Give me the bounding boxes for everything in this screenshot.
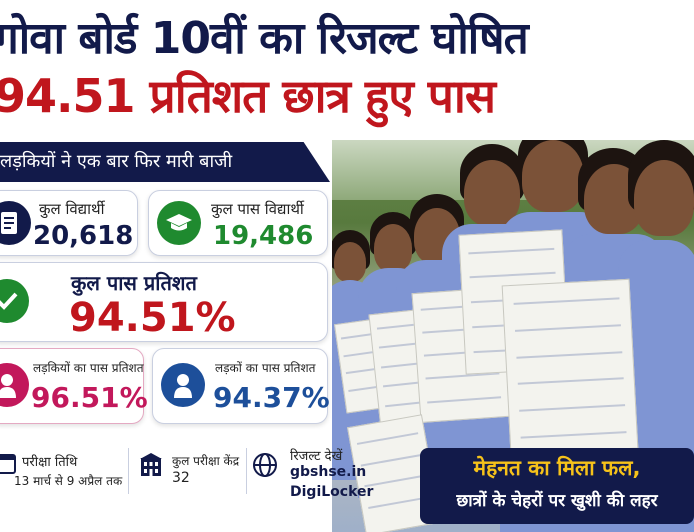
girls-pass-value: 96.51% <box>31 381 148 414</box>
photo-caption: मेहनत का मिला फल, छात्रों के चेहरों पर ख… <box>420 448 694 524</box>
result-links-label: रिजल्ट देखें <box>290 449 343 464</box>
headline-area: गोवा बोर्ड 10वीं का रिजल्ट घोषित 94.51 प… <box>0 0 694 140</box>
banner-text: लड़कियों ने एक बार फिर मारी बाजी <box>0 151 233 172</box>
girls-pass-card: लड़कियों का पास प्रतिशत 96.51% <box>0 348 148 424</box>
divider <box>246 448 247 494</box>
pass-percentage-card: कुल पास प्रतिशत 94.51% <box>0 262 328 342</box>
headline-line2: 94.51 प्रतिशत छात्र हुए पास <box>0 69 496 123</box>
pass-percentage-label: कुल पास प्रतिशत <box>71 271 197 295</box>
graduation-cap-icon <box>157 201 201 245</box>
total-students-card: कुल विद्यार्थी 20,618 <box>0 190 138 256</box>
boys-pass-card: लड़कों का पास प्रतिशत 94.37% <box>152 348 330 424</box>
girls-pass-label: लड़कियों का पास प्रतिशत <box>33 361 144 375</box>
document-list-icon <box>0 201 31 245</box>
checkmark-icon <box>0 279 29 323</box>
subheading-banner: लड़कियों ने एक बार फिर मारी बाजी <box>0 142 330 182</box>
boys-pass-value: 94.37% <box>213 381 330 414</box>
caption-line2: छात्रों के चेहरों पर खुशी की लहर <box>456 491 658 511</box>
exam-centers-value: 32 <box>172 470 190 486</box>
exam-centers-label: कुल परीक्षा केंद्र <box>172 454 240 468</box>
caption-line1: मेहनत का मिला फल, <box>473 456 641 480</box>
exam-dates-label: परीक्षा तिथि <box>22 455 78 470</box>
total-passed-label: कुल पास विद्यार्थी <box>211 200 304 218</box>
total-passed-value: 19,486 <box>213 221 314 251</box>
total-passed-card: कुल पास विद्यार्थी 19,486 <box>148 190 328 256</box>
male-student-icon <box>161 363 205 407</box>
total-students-value: 20,618 <box>33 221 134 251</box>
female-student-icon <box>0 363 29 407</box>
total-students-label: कुल विद्यार्थी <box>39 200 105 218</box>
pass-percentage-value: 94.51% <box>69 295 236 341</box>
headline-line1: गोवा बोर्ड 10वीं का रिजल्ट घोषित <box>0 13 529 64</box>
result-app-link[interactable]: DigiLocker <box>290 484 374 500</box>
boys-pass-label: लड़कों का पास प्रतिशत <box>215 361 316 375</box>
result-site-link[interactable]: gbshse.in <box>290 464 367 480</box>
exam-dates-value: 13 मार्च से 9 अप्रैल तक <box>14 474 123 488</box>
calendar-icon <box>0 452 16 480</box>
globe-icon <box>252 452 278 484</box>
building-icon <box>138 452 164 484</box>
divider <box>128 448 129 494</box>
